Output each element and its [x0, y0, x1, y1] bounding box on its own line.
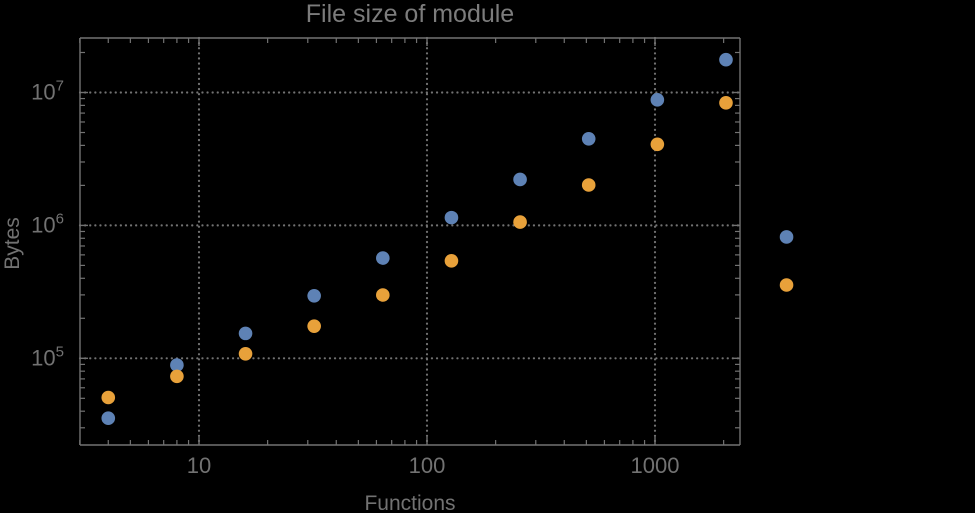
- svg-text:107: 107: [31, 78, 64, 105]
- svg-text:1000: 1000: [631, 453, 680, 478]
- svg-text:10: 10: [187, 453, 211, 478]
- svg-text:Bytes: Bytes: [1, 217, 24, 270]
- svg-text:100: 100: [409, 453, 446, 478]
- svg-text:105: 105: [31, 343, 64, 370]
- svg-text:106: 106: [31, 210, 64, 237]
- svg-text:Functions: Functions: [364, 492, 455, 513]
